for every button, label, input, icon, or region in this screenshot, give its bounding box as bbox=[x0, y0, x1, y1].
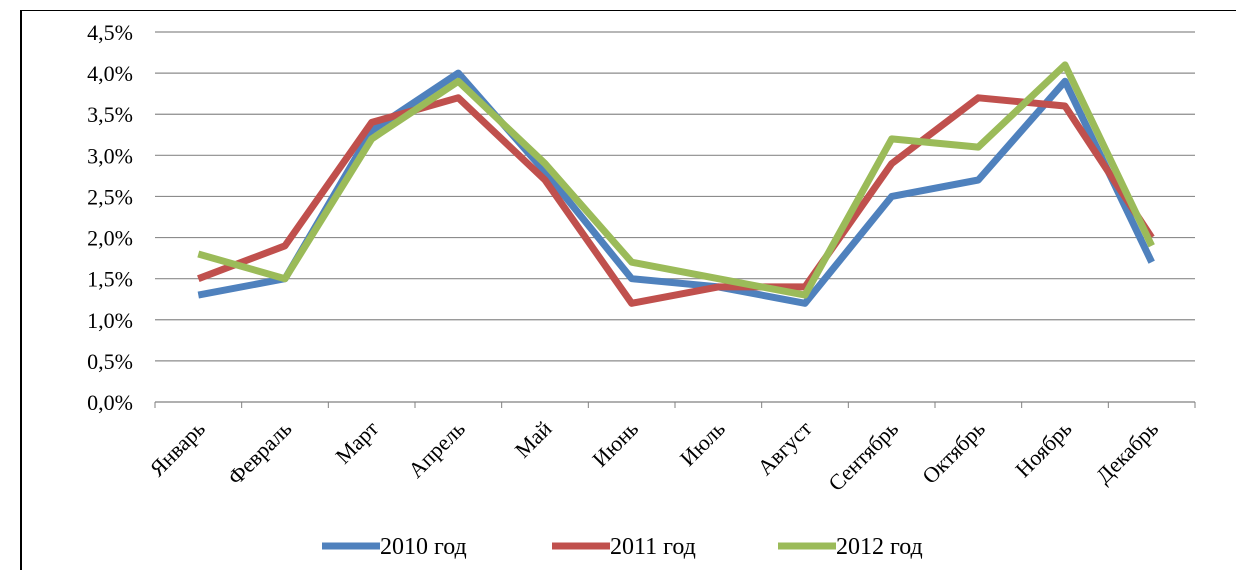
series-line-2 bbox=[197, 94, 1155, 307]
x-tick-label: Июнь bbox=[587, 416, 643, 472]
x-tick-label: Декабрь bbox=[1091, 416, 1163, 488]
y-tick-label: 4,5% bbox=[87, 20, 133, 45]
y-tick-label: 1,0% bbox=[87, 308, 133, 333]
legend-label: 2012 год bbox=[836, 534, 923, 560]
y-tick-label: 2,5% bbox=[87, 184, 133, 209]
x-tick-label: Июль bbox=[675, 416, 730, 471]
y-tick-label: 1,5% bbox=[87, 267, 133, 292]
series-line-1 bbox=[197, 69, 1155, 307]
x-tick-label: Май bbox=[510, 416, 557, 463]
legend-label: 2011 год bbox=[610, 534, 696, 560]
x-axis-ticks: Январь Февраль Март Апрель Май Июнь Июль Август… bbox=[145, 402, 1196, 496]
y-tick-label: 0,0% bbox=[87, 390, 133, 415]
y-tick-label: 4,0% bbox=[87, 61, 133, 86]
legend-label: 2010 год bbox=[380, 534, 467, 560]
x-tick-label: Август bbox=[752, 416, 816, 480]
series-lines bbox=[197, 61, 1155, 307]
y-tick-label: 3,5% bbox=[87, 102, 133, 127]
x-tick-label: Февраль bbox=[223, 416, 297, 490]
y-axis-ticks: 0,0% 0,5% 1,0% 1,5% 2,0% 2,5% 3,0% 3,5% 4,0% 4,5% bbox=[87, 20, 133, 415]
y-tick-label: 3,0% bbox=[87, 143, 133, 168]
legend: 2010 год 2011 год 2012 год bbox=[322, 534, 923, 560]
x-tick-label: Январь bbox=[145, 416, 210, 481]
y-tick-label: 0,5% bbox=[87, 349, 133, 374]
x-tick-label: Октябрь bbox=[917, 416, 990, 489]
x-tick-label: Ноябрь bbox=[1010, 416, 1076, 482]
x-tick-label: Март bbox=[330, 416, 383, 469]
x-tick-label: Сентябрь bbox=[823, 416, 903, 496]
x-tick-label: Апрель bbox=[403, 416, 470, 483]
series-line-3 bbox=[197, 61, 1155, 299]
chart-frame bbox=[20, 10, 1236, 570]
y-tick-label: 2,0% bbox=[87, 226, 133, 251]
